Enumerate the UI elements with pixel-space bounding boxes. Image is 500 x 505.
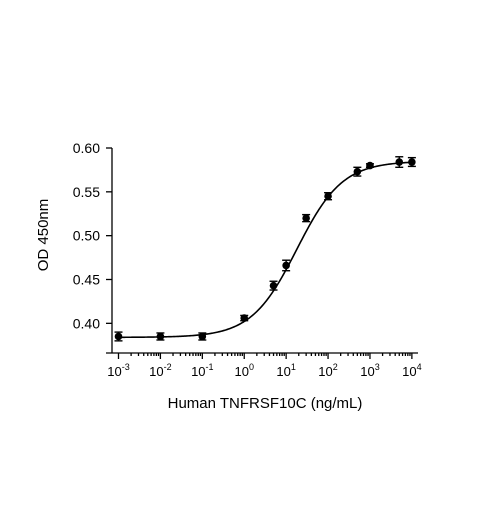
data-point (282, 261, 290, 270)
data-point-group (156, 332, 165, 341)
data-point (366, 161, 374, 170)
y-tick-label: 0.45 (73, 271, 100, 287)
fit-curve (118, 161, 412, 339)
x-tick-label: 10-2 (149, 362, 171, 379)
data-point (324, 192, 332, 201)
data-point (114, 332, 123, 341)
data-point-group (240, 314, 249, 322)
data-point (408, 158, 416, 166)
x-tick-label: 103 (360, 362, 379, 379)
x-tick-label: 100 (234, 362, 253, 379)
axes: 0.40 0.45 0.50 0.55 0.60 10-3 10-2 10-1 100 101 10… (73, 140, 422, 379)
x-axis-label: Human TNFRSF10C (ng/mL) (168, 395, 363, 412)
y-tick-label: 0.55 (73, 184, 100, 200)
y-axis-label: OD 450nm (35, 199, 52, 272)
y-tick-label: 0.40 (73, 315, 100, 331)
data-point (395, 158, 404, 166)
data-point-group (353, 166, 362, 177)
data-point-group (407, 156, 416, 168)
data-point (240, 314, 249, 322)
data-point (156, 332, 165, 341)
data-point-group (324, 192, 333, 201)
data-point-group (365, 161, 374, 170)
x-tick-label: 101 (276, 362, 295, 379)
y-tick-label: 0.50 (73, 228, 100, 244)
data-point-group (269, 280, 278, 291)
data-point-group (114, 331, 123, 342)
data-point-group (198, 332, 207, 341)
x-tick-label: 10-3 (107, 362, 129, 379)
data-point-group (282, 259, 291, 272)
x-tick-label: 10-1 (191, 362, 213, 379)
data-point-group (395, 156, 404, 168)
data-point (269, 281, 278, 290)
y-tick-label: 0.60 (73, 140, 100, 156)
data-point (302, 214, 310, 222)
data-point (198, 332, 207, 341)
data-point (353, 167, 362, 176)
x-tick-label: 104 (402, 362, 421, 379)
x-tick-label: 102 (318, 362, 337, 379)
fit-curve-group (118, 161, 412, 339)
data-point-group (302, 213, 311, 223)
data-points-group (114, 156, 416, 342)
